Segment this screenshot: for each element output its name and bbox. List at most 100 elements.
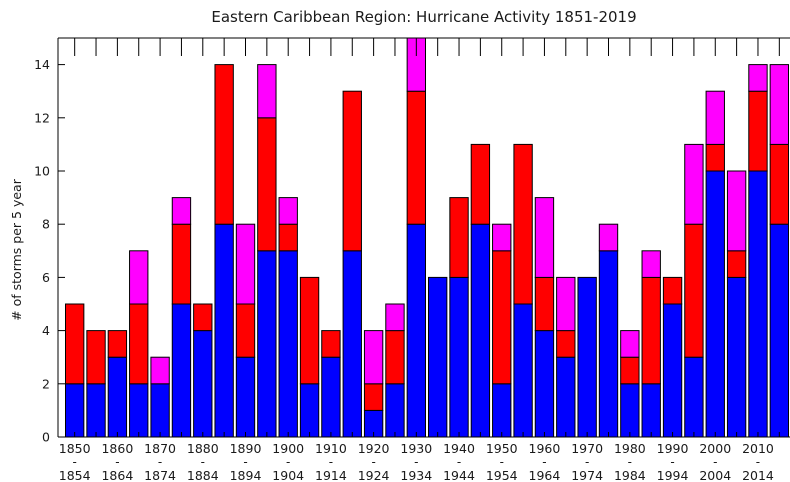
x-tick-label-end: 1894 bbox=[230, 468, 262, 482]
bar-segment-series2 bbox=[705, 90, 725, 145]
x-tick-label-end: 1934 bbox=[400, 468, 432, 482]
bar-segment-series2 bbox=[598, 223, 619, 252]
bar-segment-series0 bbox=[748, 170, 768, 438]
bar-segment-series1 bbox=[107, 330, 128, 358]
x-tick-label-end: 1914 bbox=[315, 468, 347, 482]
bar-segment-series1 bbox=[641, 276, 661, 385]
bar-segment-series0 bbox=[299, 383, 320, 438]
bar-segment-series0 bbox=[171, 303, 192, 438]
bar-segment-series1 bbox=[321, 330, 341, 358]
x-tick-label-start: 2000 bbox=[699, 441, 731, 456]
bar-segment-series1 bbox=[64, 303, 85, 385]
x-tick-label-end: 1944 bbox=[443, 468, 475, 482]
x-tick-label-start: 1970 bbox=[571, 441, 603, 456]
y-tick-label: 6 bbox=[42, 270, 50, 285]
bar-segment-series0 bbox=[257, 250, 277, 438]
bar-segment-series1 bbox=[235, 303, 256, 358]
bar-segment-series0 bbox=[385, 383, 405, 438]
bar-segment-series2 bbox=[534, 197, 555, 278]
x-tick-label-end: 1964 bbox=[529, 468, 561, 482]
bar-segment-series0 bbox=[235, 356, 256, 438]
bar-segment-series2 bbox=[278, 197, 298, 225]
bar-segment-series0 bbox=[492, 383, 512, 438]
y-tick-label: 0 bbox=[42, 430, 50, 445]
bar-segment-series1 bbox=[363, 383, 384, 411]
x-tick-label-end: 1904 bbox=[272, 468, 304, 482]
chart-title: Eastern Caribbean Region: Hurricane Acti… bbox=[211, 8, 636, 26]
x-tick-label-start: 1980 bbox=[614, 441, 646, 456]
x-tick-label-dash: - bbox=[542, 455, 546, 469]
x-tick-label-dash: - bbox=[201, 455, 205, 469]
bar-segment-series1 bbox=[385, 330, 405, 385]
y-tick-label: 2 bbox=[42, 376, 50, 391]
bar-segment-series1 bbox=[769, 143, 790, 225]
bar-segment-series1 bbox=[257, 117, 277, 252]
x-tick-label-end: 1884 bbox=[187, 468, 219, 482]
bar-segment-series1 bbox=[748, 90, 768, 172]
bar-segment-series2 bbox=[769, 64, 790, 145]
bar-segment-series1 bbox=[129, 303, 149, 385]
x-tick-label-start: 1880 bbox=[187, 441, 219, 456]
bar-segment-series1 bbox=[662, 276, 683, 305]
x-tick-label-end: 1864 bbox=[101, 468, 133, 482]
y-tick-label: 8 bbox=[42, 217, 50, 232]
bar-segment-series0 bbox=[513, 303, 533, 438]
bar-segment-series2 bbox=[641, 250, 661, 278]
bar-segment-series0 bbox=[662, 303, 683, 438]
x-tick-label-dash: - bbox=[670, 455, 674, 469]
x-tick-label-end: 1994 bbox=[657, 468, 689, 482]
bar-segment-series1 bbox=[620, 356, 640, 385]
x-tick-label-start: 1910 bbox=[315, 441, 347, 456]
bar-segment-series0 bbox=[577, 276, 597, 438]
bar-segment-series0 bbox=[64, 383, 85, 438]
x-tick-label-start: 1960 bbox=[529, 441, 561, 456]
plot-area: 024681012141850-18541860-18641870-187418… bbox=[34, 37, 790, 482]
bar-segment-series1 bbox=[171, 223, 192, 305]
x-tick-label-start: 1920 bbox=[358, 441, 390, 456]
x-tick-label-end: 1974 bbox=[571, 468, 603, 482]
bar-segment-series2 bbox=[129, 250, 149, 305]
x-tick-label-dash: - bbox=[329, 455, 333, 469]
bar-segment-series0 bbox=[556, 356, 576, 438]
bar-segment-series0 bbox=[193, 330, 213, 438]
x-tick-label-start: 1940 bbox=[443, 441, 475, 456]
x-tick-label-dash: - bbox=[73, 455, 77, 469]
bar-segment-series0 bbox=[684, 356, 704, 438]
bar-segment-series1 bbox=[342, 90, 362, 252]
bar-segment-series0 bbox=[449, 276, 469, 438]
bar-segment-series1 bbox=[534, 276, 555, 332]
x-tick-label-dash: - bbox=[457, 455, 461, 469]
bar-segment-series1 bbox=[705, 143, 725, 172]
bar-segment-series2 bbox=[150, 356, 170, 385]
x-tick-label-dash: - bbox=[585, 455, 589, 469]
y-axis-label: # of storms per 5 year bbox=[9, 178, 24, 321]
bar-segment-series2 bbox=[385, 303, 405, 332]
x-tick-label-start: 1850 bbox=[59, 441, 91, 456]
x-tick-label-end: 2014 bbox=[742, 468, 774, 482]
bar-segment-series0 bbox=[620, 383, 640, 438]
x-tick-label-start: 1860 bbox=[101, 441, 133, 456]
bar-segment-series0 bbox=[470, 223, 491, 438]
bar-segment-series1 bbox=[299, 276, 320, 385]
x-tick-label-end: 1874 bbox=[144, 468, 176, 482]
bar-segment-series2 bbox=[748, 64, 768, 92]
bar-segment-series1 bbox=[556, 330, 576, 358]
bar-segment-series0 bbox=[150, 383, 170, 438]
x-tick-label-dash: - bbox=[371, 455, 375, 469]
bar-segment-series2 bbox=[684, 143, 704, 225]
x-tick-label-start: 1950 bbox=[486, 441, 518, 456]
x-tick-label-dash: - bbox=[414, 455, 418, 469]
x-tick-label-end: 2004 bbox=[699, 468, 731, 482]
bar-segment-series2 bbox=[726, 170, 747, 252]
bar-segment-series1 bbox=[513, 143, 533, 305]
x-tick-label-start: 2010 bbox=[742, 441, 774, 456]
bar-segment-series0 bbox=[641, 383, 661, 438]
y-tick-label: 10 bbox=[34, 164, 50, 179]
bar-segment-series0 bbox=[86, 383, 106, 438]
bar-segment-series1 bbox=[449, 197, 469, 278]
bar-segment-series1 bbox=[726, 250, 747, 278]
bar-segment-series0 bbox=[278, 250, 298, 438]
bar-segment-series2 bbox=[556, 276, 576, 332]
x-tick-label-dash: - bbox=[500, 455, 504, 469]
y-tick-label: 14 bbox=[34, 57, 50, 72]
